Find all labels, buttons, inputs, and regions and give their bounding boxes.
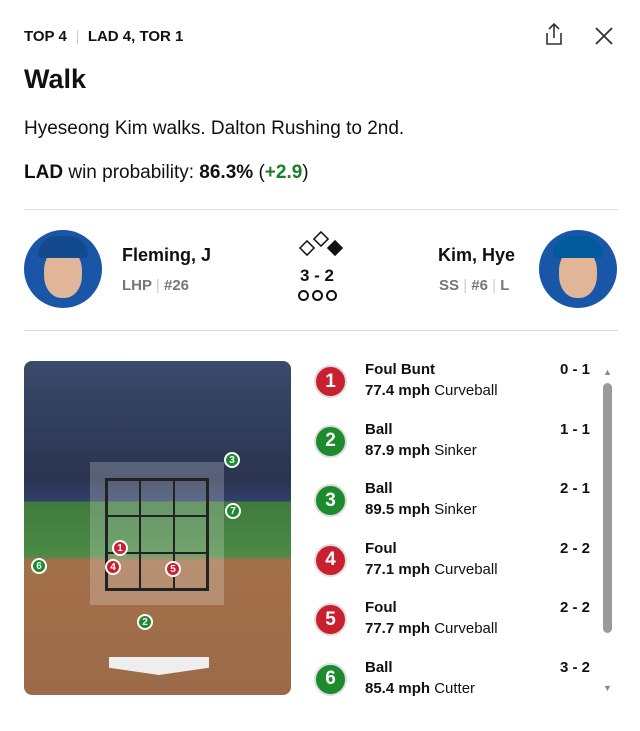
pitch-speed: 77.1 mph	[365, 560, 431, 578]
pitch-speed: 77.7 mph	[365, 620, 431, 637]
pitch-marker[interactable]: 2	[137, 614, 153, 630]
pitch-count: 3 - 2	[559, 658, 590, 676]
pitch-detail: 87.9 mph Sinker	[365, 442, 477, 459]
pitch-marker[interactable]: 7	[225, 503, 241, 519]
pitch-result: Ball	[365, 658, 393, 676]
close-button[interactable]	[595, 27, 613, 50]
pitch-type: Sinker	[434, 441, 477, 459]
play-title: Walk	[24, 64, 87, 94]
pitch-result: Ball	[365, 420, 393, 438]
pitch-marker[interactable]: 6	[31, 558, 47, 574]
pitch-count: 2 - 1	[559, 480, 590, 497]
home-plate	[109, 657, 209, 675]
pitch-count: 1 - 1	[559, 420, 590, 438]
pitch-marker[interactable]: 5	[165, 561, 181, 577]
pitch-result: Foul Bunt	[365, 361, 435, 378]
inning-label: TOP 4	[24, 28, 67, 45]
pitch-number-badge: 4	[314, 543, 347, 577]
divider	[76, 29, 78, 44]
share-button[interactable]	[543, 22, 565, 51]
second-base	[312, 230, 330, 248]
scroll-down-icon[interactable]: ▼	[603, 683, 612, 693]
pitch-number-badge: 1	[314, 365, 347, 398]
bases-diagram	[298, 230, 344, 265]
zone-overlay	[90, 462, 224, 605]
pitch-count: 2 - 2	[559, 539, 590, 557]
divider	[24, 330, 618, 331]
pitch-speed: 87.9 mph	[365, 441, 431, 459]
first-base	[326, 239, 344, 257]
batter-bats: L	[500, 277, 510, 294]
batter-number: #6	[471, 277, 488, 294]
batter-info: SS | #6 | L	[439, 277, 510, 294]
pitch-row[interactable]: 1 Foul Bunt 77.4 mph Curveball 0 - 1	[314, 361, 594, 417]
pitch-result: Ball	[365, 480, 393, 497]
pitch-speed: 77.4 mph	[365, 382, 431, 399]
batter-name[interactable]: Kim, Hye	[438, 245, 516, 265]
outs-indicator	[298, 290, 337, 301]
strike-zone-grid	[105, 478, 209, 591]
batter-avatar[interactable]	[539, 230, 617, 308]
third-base	[298, 239, 316, 257]
batter-cap	[553, 236, 603, 258]
play-description: Hyeseong Kim walks. Dalton Rushing to 2n…	[24, 118, 405, 139]
pitch-type: Sinker	[434, 501, 477, 518]
scrollbar-thumb[interactable]	[603, 383, 612, 633]
out-circle	[312, 290, 323, 301]
pitcher-number: #26	[163, 277, 190, 294]
pitch-type: Curveball	[434, 382, 498, 399]
pitch-marker[interactable]: 4	[105, 559, 121, 575]
wp-paren: (	[253, 162, 265, 183]
game-header: TOP 4 LAD 4, TOR 1	[24, 28, 183, 45]
pitch-number-badge: 5	[314, 603, 347, 636]
share-icon	[546, 22, 562, 45]
pitch-result: Foul	[365, 539, 397, 557]
divider	[24, 209, 618, 210]
pitch-row[interactable]: 4 Foul 77.1 mph Curveball 2 - 2	[314, 540, 594, 596]
pitch-number-badge: 3	[314, 484, 347, 517]
pitch-count: 2 - 2	[559, 599, 590, 616]
pitch-count: 0 - 1	[559, 361, 590, 378]
wp-team: LAD	[24, 162, 64, 183]
count: 3 - 2	[300, 266, 335, 285]
pitch-marker[interactable]: 3	[224, 452, 240, 468]
out-circle	[326, 290, 337, 301]
scroll-up-icon[interactable]: ▲	[603, 367, 612, 377]
close-icon	[595, 27, 613, 45]
pitch-result: Foul	[365, 599, 397, 616]
pitch-row[interactable]: 6 Ball 85.4 mph Cutter 3 - 2	[314, 659, 594, 715]
pitcher-name[interactable]: Fleming, J	[122, 245, 212, 265]
pitch-row[interactable]: 5 Foul 77.7 mph Curveball 2 - 2	[314, 599, 594, 655]
pitch-number-badge: 6	[314, 662, 347, 696]
pitch-type: Curveball	[434, 560, 498, 578]
pitch-location-view: 1 2 3 4 5 6 7	[24, 361, 291, 695]
pitcher-info: LHP | #26	[122, 277, 190, 294]
pitch-type: Curveball	[434, 620, 498, 637]
pitch-speed: 89.5 mph	[365, 501, 431, 518]
pitch-type: Cutter	[434, 679, 476, 697]
pitch-detail: 89.5 mph Sinker	[365, 501, 477, 518]
pitcher-avatar[interactable]	[24, 230, 102, 308]
out-circle	[298, 290, 309, 301]
wp-label: win probability:	[68, 162, 195, 183]
pitch-number-badge: 2	[314, 424, 347, 458]
win-probability: LAD win probability: 86.3% (+2.9)	[24, 162, 309, 184]
pitch-marker[interactable]: 1	[112, 540, 128, 556]
wp-paren: )	[302, 162, 309, 183]
pitch-detail: 77.4 mph Curveball	[365, 382, 498, 399]
pitch-speed: 85.4 mph	[365, 679, 431, 697]
pitch-detail: 77.7 mph Curveball	[365, 620, 498, 637]
pitch-row[interactable]: 2 Ball 87.9 mph Sinker 1 - 1	[314, 421, 594, 477]
score-label: LAD 4, TOR 1	[87, 28, 184, 45]
pitcher-hand: LHP	[122, 277, 152, 294]
pitch-row[interactable]: 3 Ball 89.5 mph Sinker 2 - 1	[314, 480, 594, 536]
pitch-detail: 77.1 mph Curveball	[365, 561, 498, 578]
wp-value: 86.3%	[199, 162, 254, 183]
pitch-detail: 85.4 mph Cutter	[365, 680, 475, 697]
wp-change: +2.9	[264, 162, 303, 183]
batter-position: SS	[439, 277, 460, 294]
pitcher-cap	[38, 236, 88, 258]
